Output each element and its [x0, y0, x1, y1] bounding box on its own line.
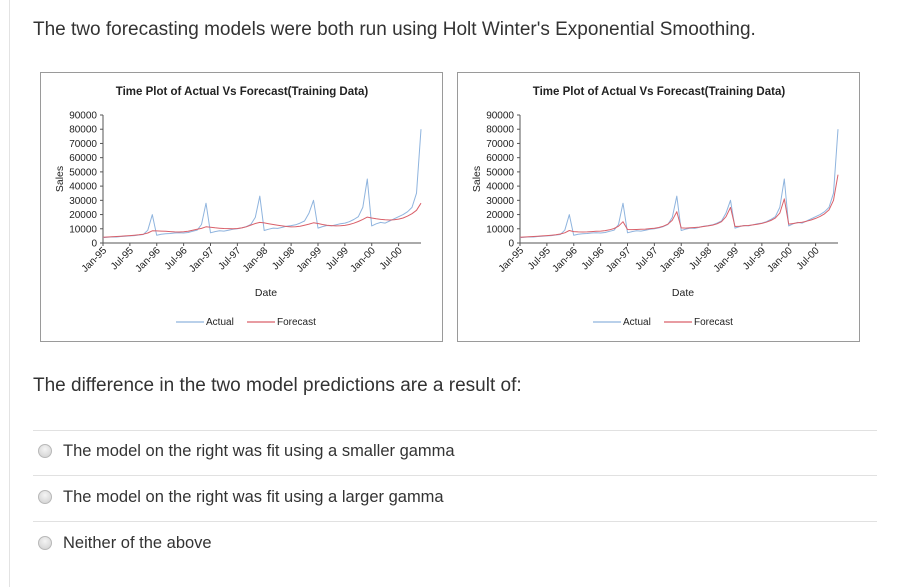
option-label: The model on the right was fit using a s… [63, 441, 455, 460]
x-tick-label: Jan-98 [658, 245, 688, 275]
chart-right: Time Plot of Actual Vs Forecast(Training… [457, 72, 860, 342]
option-divider [33, 521, 877, 522]
x-tick-label: Jul-00 [795, 245, 822, 272]
legend-label: Forecast [277, 317, 316, 328]
y-tick-label: 10000 [69, 224, 97, 235]
intro-text: The two forecasting models were both run… [33, 19, 756, 40]
radio-button[interactable] [38, 536, 52, 550]
x-tick-label: Jan-00 [348, 245, 378, 275]
series-line-forecast [519, 174, 839, 238]
y-axis-label: Sales [54, 166, 66, 192]
y-tick-label: 30000 [69, 196, 97, 207]
x-tick-label: Jul-99 [741, 245, 768, 272]
y-tick-label: 0 [91, 239, 97, 250]
question-text: The difference in the two model predicti… [33, 375, 522, 396]
y-tick-label: 50000 [69, 167, 97, 178]
chart-title: Time Plot of Actual Vs Forecast(Training… [116, 86, 369, 98]
option-label: The model on the right was fit using a l… [63, 487, 444, 506]
chart-left: Time Plot of Actual Vs Forecast(Training… [40, 72, 443, 342]
y-tick-label: 10000 [486, 224, 514, 235]
y-tick-label: 40000 [486, 182, 514, 193]
legend-label: Actual [206, 317, 234, 328]
y-tick-label: 30000 [486, 196, 514, 207]
x-tick-label: Jan-96 [550, 245, 580, 275]
x-tick-label: Jan-99 [712, 245, 742, 275]
chart-left-svg: Time Plot of Actual Vs Forecast(Training… [54, 86, 422, 328]
x-tick-label: Jan-97 [187, 245, 217, 275]
x-axis-label: Date [672, 287, 694, 299]
y-tick-label: 20000 [486, 210, 514, 221]
x-tick-label: Jul-95 [109, 245, 136, 272]
x-tick-label: Jul-98 [687, 245, 714, 272]
x-tick-label: Jul-00 [378, 245, 405, 272]
y-tick-label: 70000 [69, 139, 97, 150]
x-tick-label: Jan-99 [295, 245, 325, 275]
legend-label: Forecast [694, 317, 733, 328]
series-line-forecast [102, 202, 422, 238]
y-tick-label: 20000 [69, 210, 97, 221]
y-tick-label: 80000 [486, 125, 514, 136]
option-label: Neither of the above [63, 533, 212, 552]
x-tick-label: Jul-97 [216, 245, 243, 272]
y-tick-label: 70000 [486, 139, 514, 150]
y-tick-label: 60000 [69, 153, 97, 164]
x-tick-label: Jul-97 [633, 245, 660, 272]
x-tick-label: Jul-96 [580, 245, 607, 272]
y-axis-label: Sales [471, 166, 483, 192]
radio-button[interactable] [38, 490, 52, 504]
x-tick-label: Jan-96 [133, 245, 163, 275]
y-tick-label: 80000 [69, 125, 97, 136]
y-tick-label: 0 [508, 239, 514, 250]
y-tick-label: 50000 [486, 167, 514, 178]
option-divider [33, 475, 877, 476]
legend-label: Actual [623, 317, 651, 328]
x-tick-label: Jul-96 [163, 245, 190, 272]
y-tick-label: 90000 [486, 111, 514, 122]
radio-button[interactable] [38, 444, 52, 458]
x-axis-label: Date [255, 287, 277, 299]
option-larger-gamma[interactable]: The model on the right was fit using a l… [38, 486, 444, 508]
x-tick-label: Jul-98 [270, 245, 297, 272]
series-line-actual [102, 129, 422, 239]
x-tick-label: Jul-99 [324, 245, 351, 272]
x-tick-label: Jan-00 [765, 245, 795, 275]
y-tick-label: 90000 [69, 111, 97, 122]
x-tick-label: Jan-98 [241, 245, 271, 275]
option-neither[interactable]: Neither of the above [38, 532, 212, 554]
option-divider [33, 430, 877, 431]
chart-right-svg: Time Plot of Actual Vs Forecast(Training… [471, 86, 839, 328]
x-tick-label: Jan-97 [604, 245, 634, 275]
left-border-rule [9, 0, 10, 587]
x-tick-label: Jul-95 [526, 245, 553, 272]
y-tick-label: 40000 [69, 182, 97, 193]
chart-title: Time Plot of Actual Vs Forecast(Training… [533, 86, 786, 98]
y-tick-label: 60000 [486, 153, 514, 164]
option-smaller-gamma[interactable]: The model on the right was fit using a s… [38, 440, 455, 462]
